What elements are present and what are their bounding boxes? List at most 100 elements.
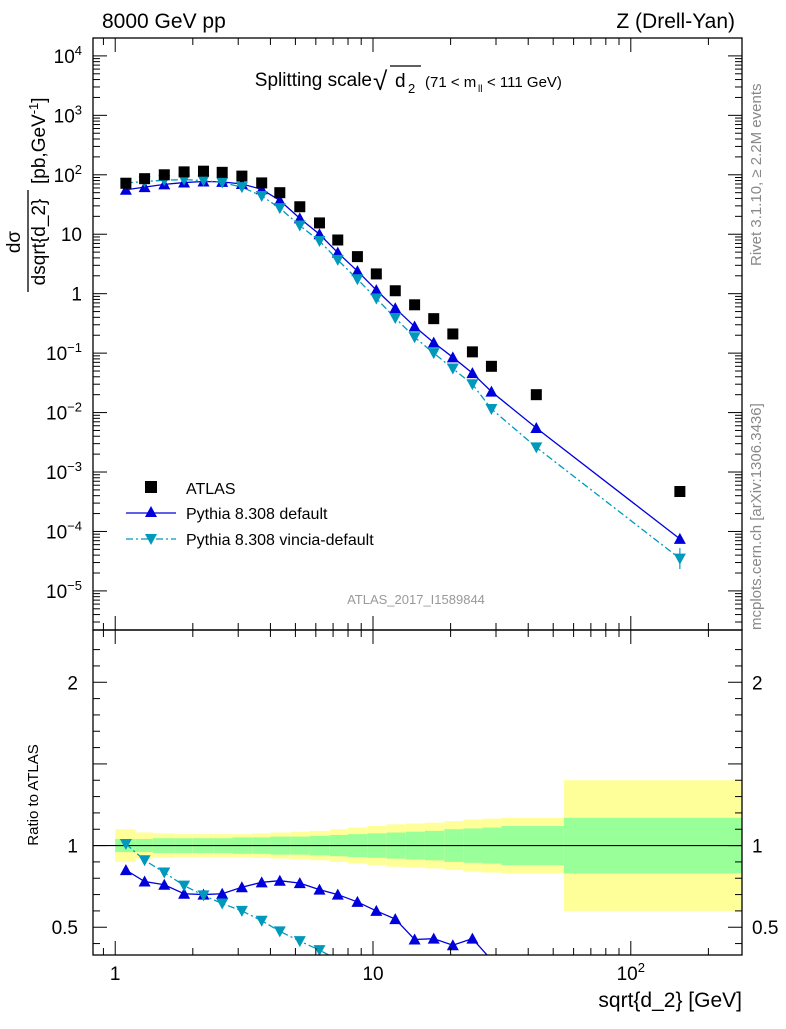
ratio-pythia-point (255, 876, 268, 888)
ratio-pythia-point (273, 874, 286, 886)
atlas-point (216, 166, 228, 178)
legend-atlas-label: ATLAS (186, 481, 236, 498)
atlas-point (332, 234, 344, 246)
vincia-point (197, 175, 210, 187)
pythia-point (389, 302, 402, 314)
subtitle-text: Splitting scale (255, 70, 372, 91)
y-tick-label: 1 (71, 285, 82, 306)
vincia-point (255, 190, 268, 202)
subtitle-sqrt-arg: d (395, 71, 406, 92)
ratio-vincia-point (178, 880, 191, 892)
atlas-point (178, 166, 190, 178)
y-tick-label: 103 (54, 102, 82, 127)
ratio-pythia-point (293, 877, 306, 889)
atlas-point (389, 285, 401, 297)
vincia-point (313, 235, 326, 247)
ratio-vincia-point (255, 915, 268, 927)
ratio-vincia-point (197, 890, 210, 902)
ratio-vincia-line (125, 843, 331, 955)
ylabel-numerator: dσ (4, 231, 25, 254)
atlas-point (428, 313, 440, 325)
vincia-point (331, 254, 344, 266)
vincia-line (125, 178, 681, 560)
vincia-point (370, 293, 383, 305)
x-tick-label: 102 (617, 960, 645, 985)
ratio-vincia-point (293, 936, 306, 948)
ratio-pythia-point (351, 895, 364, 907)
ratio-pythia-point (138, 875, 151, 887)
ratio-pythia-point (466, 932, 479, 944)
legend-atlas-marker (145, 481, 157, 493)
y-tick-label: 10 (61, 225, 82, 246)
ratio-pythia-point (313, 883, 326, 895)
pythia-point (673, 532, 686, 544)
subtitle-cut-open: (71 < m (425, 74, 476, 91)
ratio-y-tick-label: 0.5 (52, 918, 78, 939)
top-ylabel: dσ dsqrt{d_2} [pb,GeV-1] (4, 97, 50, 292)
vincia-point (530, 442, 543, 454)
atlas-point (447, 328, 459, 340)
atlas-point (139, 173, 151, 185)
legend-pythia-marker (145, 506, 157, 517)
vincia-point (273, 203, 286, 215)
ratio-plot-frame (92, 629, 743, 956)
ratio-y-tick-label: 1 (67, 837, 78, 858)
vincia-point (408, 332, 421, 344)
y-tick-label: 104 (54, 43, 82, 68)
ratio-pythia-point (235, 881, 248, 893)
subtitle-cut-close: < 111 GeV) (487, 74, 562, 91)
pythia-point (331, 246, 344, 258)
ratio-pythia-point (370, 904, 383, 916)
axes-ticks: 1 10 10210410310210110−110−210−310−410−50.… (46, 37, 778, 985)
ratio-vincia-point (273, 926, 286, 938)
atlas-point (236, 170, 248, 182)
ratio-y-tick-label-right: 2 (752, 673, 763, 694)
x-tick-label: 10 (362, 964, 383, 985)
atlas-point (294, 201, 306, 213)
pythia-point (408, 320, 421, 332)
ratio-pythia-point (389, 913, 402, 925)
vincia-point (293, 220, 306, 232)
pythia-point (530, 422, 543, 434)
ratio-ylabel: Ratio to ATLAS (25, 744, 42, 845)
pythia-point (485, 385, 498, 397)
ratio-pythia-point (427, 932, 440, 944)
atlas-point (674, 486, 686, 498)
ylabel-units: [pb,GeV-1] (26, 97, 50, 184)
pythia-point (351, 265, 364, 277)
subtitle-sqrt-sub: 2 (408, 81, 415, 96)
plot-subtitle: Splitting scale √ d 2 (71 < m ll < 111 G… (255, 65, 562, 96)
vincia-point (446, 363, 459, 375)
rivet-label: Rivet 3.1.10, ≥ 2.2M events (748, 84, 765, 267)
atlas-point (485, 360, 497, 372)
ratio-pythia-point (408, 933, 421, 945)
atlas-point (197, 165, 209, 177)
ratio-pythia-point (446, 939, 459, 951)
atlas-point (466, 346, 478, 358)
y-tick-label: 10−5 (46, 578, 82, 603)
vincia-point (351, 274, 364, 286)
legend-pythia-label: Pythia 8.308 default (186, 506, 328, 523)
pythia-point (273, 194, 286, 206)
ratio-vincia-point (158, 867, 171, 879)
legend-vincia-marker (145, 534, 157, 545)
x-axis-label: sqrt{d_2} [GeV] (598, 989, 742, 1012)
header-right: Z (Drell-Yan) (616, 10, 735, 33)
pythia-point (119, 183, 132, 195)
ratio-vincia-point (313, 945, 326, 955)
vincia-point (216, 177, 229, 189)
y-tick-label: 10−3 (46, 459, 82, 484)
pythia-point (446, 351, 459, 363)
pythia-point (427, 336, 440, 348)
atlas-point (370, 268, 382, 280)
subtitle-cut-sub: ll (478, 84, 482, 95)
ratio-vincia-point (216, 898, 229, 910)
atlas-point (256, 177, 268, 189)
vincia-point (485, 403, 498, 415)
atlas-point (313, 217, 325, 229)
vincia-point (235, 182, 248, 194)
ratio-pythia-point (178, 887, 191, 899)
ratio-plot-series (119, 838, 488, 955)
atlas-point (409, 299, 421, 311)
legend-vincia-label: Pythia 8.308 vincia-default (186, 532, 374, 549)
